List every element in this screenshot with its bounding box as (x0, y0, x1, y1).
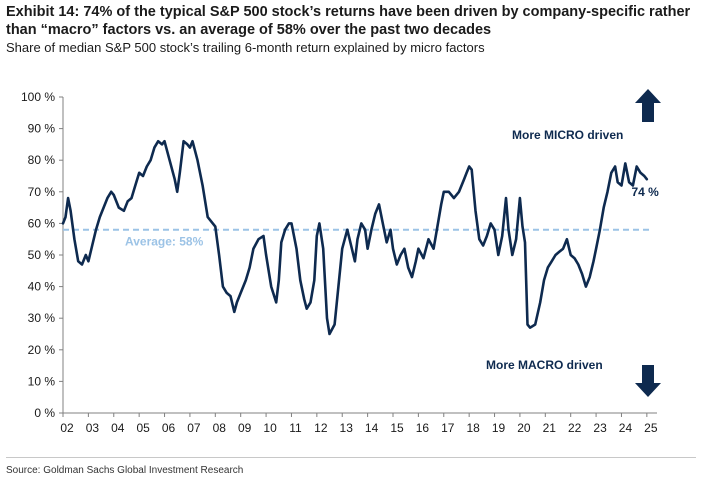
y-tick-label: 100 % (21, 90, 55, 104)
x-tick-label: 03 (86, 421, 100, 435)
x-tick-label: 15 (390, 421, 404, 435)
x-tick-label: 20 (517, 421, 531, 435)
micro-annotation: More MICRO driven (512, 128, 623, 142)
x-tick-label: 08 (213, 421, 227, 435)
up-arrow-icon (635, 89, 661, 122)
y-tick-label: 50 % (28, 248, 56, 262)
x-tick-label: 19 (492, 421, 506, 435)
x-tick-label: 10 (263, 421, 277, 435)
macro-annotation: More MACRO driven (486, 358, 603, 372)
down-arrow-icon (635, 365, 661, 397)
x-tick-label: 02 (60, 421, 74, 435)
y-tick-label: 10 % (28, 374, 56, 388)
series-line (61, 139, 649, 336)
x-tick-label: 13 (340, 421, 354, 435)
x-tick-label: 11 (289, 421, 302, 435)
y-tick-label: 20 % (28, 343, 56, 357)
y-tick-label: 90 % (28, 122, 56, 136)
x-tick-label: 17 (441, 421, 455, 435)
x-tick-label: 25 (644, 421, 658, 435)
y-tick-label: 60 % (28, 216, 56, 230)
source-divider (6, 457, 696, 458)
y-tick-label: 70 % (28, 185, 56, 199)
x-tick-label: 22 (568, 421, 582, 435)
x-tick-label: 16 (416, 421, 430, 435)
y-tick-label: 80 % (28, 153, 56, 167)
x-tick-label: 14 (365, 421, 379, 435)
x-tick-label: 18 (466, 421, 480, 435)
x-tick-label: 07 (187, 421, 201, 435)
x-tick-label: 05 (136, 421, 150, 435)
x-tick-label: 23 (593, 421, 607, 435)
source-note: Source: Goldman Sachs Global Investment … (6, 465, 244, 476)
x-tick-label: 06 (162, 421, 176, 435)
chart-title: Exhibit 14: 74% of the typical S&P 500 s… (6, 4, 691, 38)
y-tick-label: 30 % (28, 311, 56, 325)
y-axis: 0 % 10 % 20 % 30 % 40 % 50 % 60 % 70 % 80 % 90 % 1… (21, 90, 64, 420)
x-tick-label: 09 (238, 421, 252, 435)
x-tick-label: 04 (111, 421, 125, 435)
x-tick-label: 21 (543, 421, 557, 435)
x-axis: 02 03 04 05 06 07 08 09 10 11 12 13 14 15 16 17 18 19 20 21… (60, 412, 658, 435)
x-tick-label: 24 (619, 421, 633, 435)
x-tick-label: 12 (314, 421, 328, 435)
average-label: Average: 58% (125, 235, 204, 249)
chart-subtitle: Share of median S&P 500 stock’s trailing… (6, 40, 485, 55)
last-value-label: 74 % (631, 185, 659, 199)
y-tick-label: 0 % (34, 406, 55, 420)
y-tick-label: 40 % (28, 280, 56, 294)
